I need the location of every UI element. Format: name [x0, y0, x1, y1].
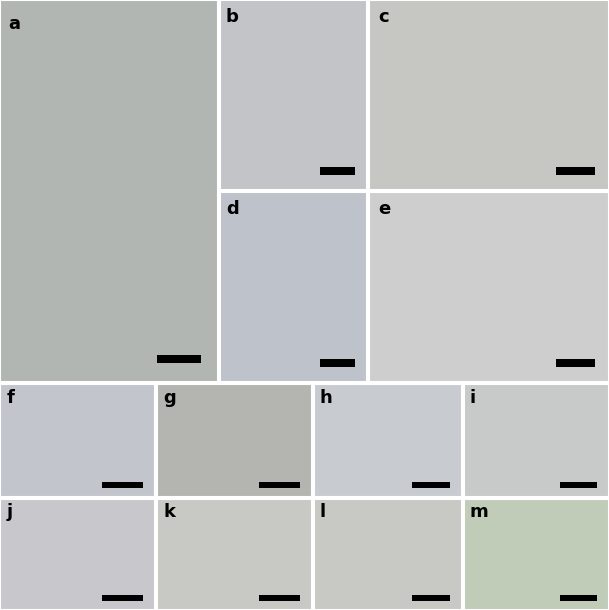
Text: g: g: [163, 389, 176, 406]
Text: m: m: [470, 503, 488, 522]
Text: f: f: [6, 389, 14, 406]
Bar: [102, 595, 143, 601]
Bar: [412, 482, 450, 488]
Bar: [259, 595, 300, 601]
Bar: [259, 482, 300, 488]
Bar: [157, 355, 200, 363]
Text: i: i: [470, 389, 476, 406]
Bar: [320, 359, 355, 367]
Text: h: h: [320, 389, 333, 406]
Bar: [102, 482, 143, 488]
Text: k: k: [163, 503, 175, 522]
Bar: [556, 359, 594, 367]
Text: j: j: [6, 503, 12, 522]
Text: a: a: [9, 15, 21, 34]
Text: e: e: [379, 199, 391, 218]
Bar: [560, 482, 597, 488]
Bar: [560, 595, 597, 601]
Bar: [412, 595, 450, 601]
Text: l: l: [320, 503, 326, 522]
Bar: [320, 167, 355, 175]
Bar: [556, 167, 594, 175]
Text: c: c: [379, 7, 389, 26]
Text: b: b: [226, 7, 239, 26]
Text: d: d: [226, 199, 239, 218]
